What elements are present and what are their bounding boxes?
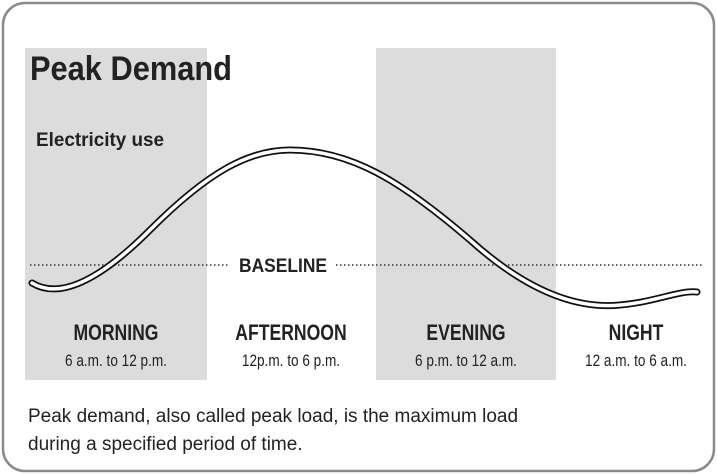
baseline-label: BASELINE <box>239 256 327 277</box>
period-time: 6 a.m. to 12 p.m. <box>65 352 167 371</box>
period-time: 12p.m. to 6 p.m. <box>242 352 340 371</box>
y-label: Electricity use <box>36 130 164 151</box>
period-name: AFTERNOON <box>235 321 346 345</box>
period-time: 6 p.m. to 12 a.m. <box>415 352 517 371</box>
caption-line: during a specified period of time. <box>28 434 303 455</box>
caption-line: Peak demand, also called peak load, is t… <box>28 406 518 427</box>
period-name: NIGHT <box>609 321 664 345</box>
period-time: 12 a.m. to 6 a.m. <box>585 352 687 371</box>
period-name: EVENING <box>426 321 505 345</box>
period-name: MORNING <box>73 321 158 345</box>
curve <box>30 148 699 308</box>
morning-band <box>25 48 207 380</box>
title: Peak Demand <box>30 50 232 88</box>
evening-band <box>376 48 556 380</box>
